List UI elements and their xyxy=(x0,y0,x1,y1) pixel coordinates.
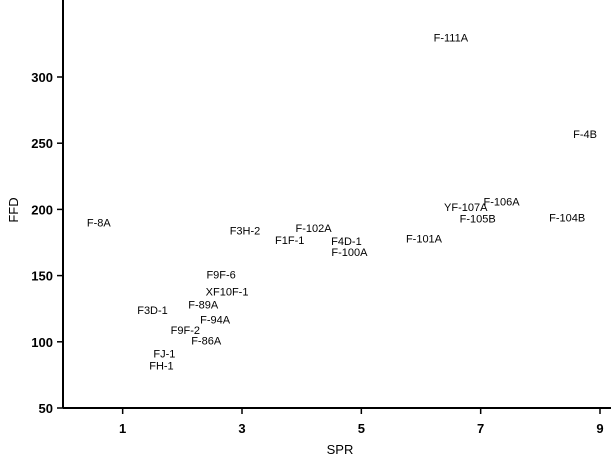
data-point-label: F-89A xyxy=(188,300,219,312)
x-tick-label: 9 xyxy=(596,421,603,436)
x-axis-title: SPR xyxy=(327,442,354,457)
data-point-label: FJ-1 xyxy=(153,349,175,361)
data-point-label: F-100A xyxy=(331,247,368,259)
x-tick-label: 7 xyxy=(477,421,484,436)
data-point-label: F-8A xyxy=(87,218,112,230)
y-tick-label: 50 xyxy=(39,401,53,416)
x-tick-label: 1 xyxy=(119,421,126,436)
data-point-label: F3H-2 xyxy=(230,226,261,238)
data-point-label: F-111A xyxy=(434,32,469,44)
data-point-label: FH-1 xyxy=(149,361,173,373)
data-point-label: F9F-2 xyxy=(171,325,200,337)
data-point-label: F9F-6 xyxy=(206,269,235,281)
data-point-label: F-86A xyxy=(191,335,222,347)
data-point-label: F-105B xyxy=(460,214,496,226)
data-point-label: F3D-1 xyxy=(137,305,168,317)
y-tick-label: 250 xyxy=(31,136,53,151)
y-tick-label: 300 xyxy=(31,70,53,85)
data-point-label: XF10F-1 xyxy=(206,286,249,298)
y-tick-label: 200 xyxy=(31,202,53,217)
y-axis-title: FFD xyxy=(6,197,21,222)
data-point-label: F-4B xyxy=(573,129,597,141)
data-point-label: F-104B xyxy=(549,212,585,224)
data-point-label: YF-107A xyxy=(444,202,488,214)
x-tick-label: 3 xyxy=(238,421,245,436)
y-tick-label: 150 xyxy=(31,269,53,284)
data-point-label: F4D-1 xyxy=(331,236,362,248)
y-tick-label: 100 xyxy=(31,335,53,350)
data-point-label: F-106A xyxy=(484,196,521,208)
y-axis-ticks: 50 100 150 200 250 300 xyxy=(31,70,63,416)
data-point-label: F-94A xyxy=(200,314,231,326)
x-tick-label: 5 xyxy=(358,421,365,436)
data-point-label: F1F-1 xyxy=(275,235,304,247)
x-axis-ticks: 1 3 5 7 9 xyxy=(119,408,604,436)
data-point-label: F-102A xyxy=(296,223,333,235)
data-point-label: F-101A xyxy=(406,234,443,246)
